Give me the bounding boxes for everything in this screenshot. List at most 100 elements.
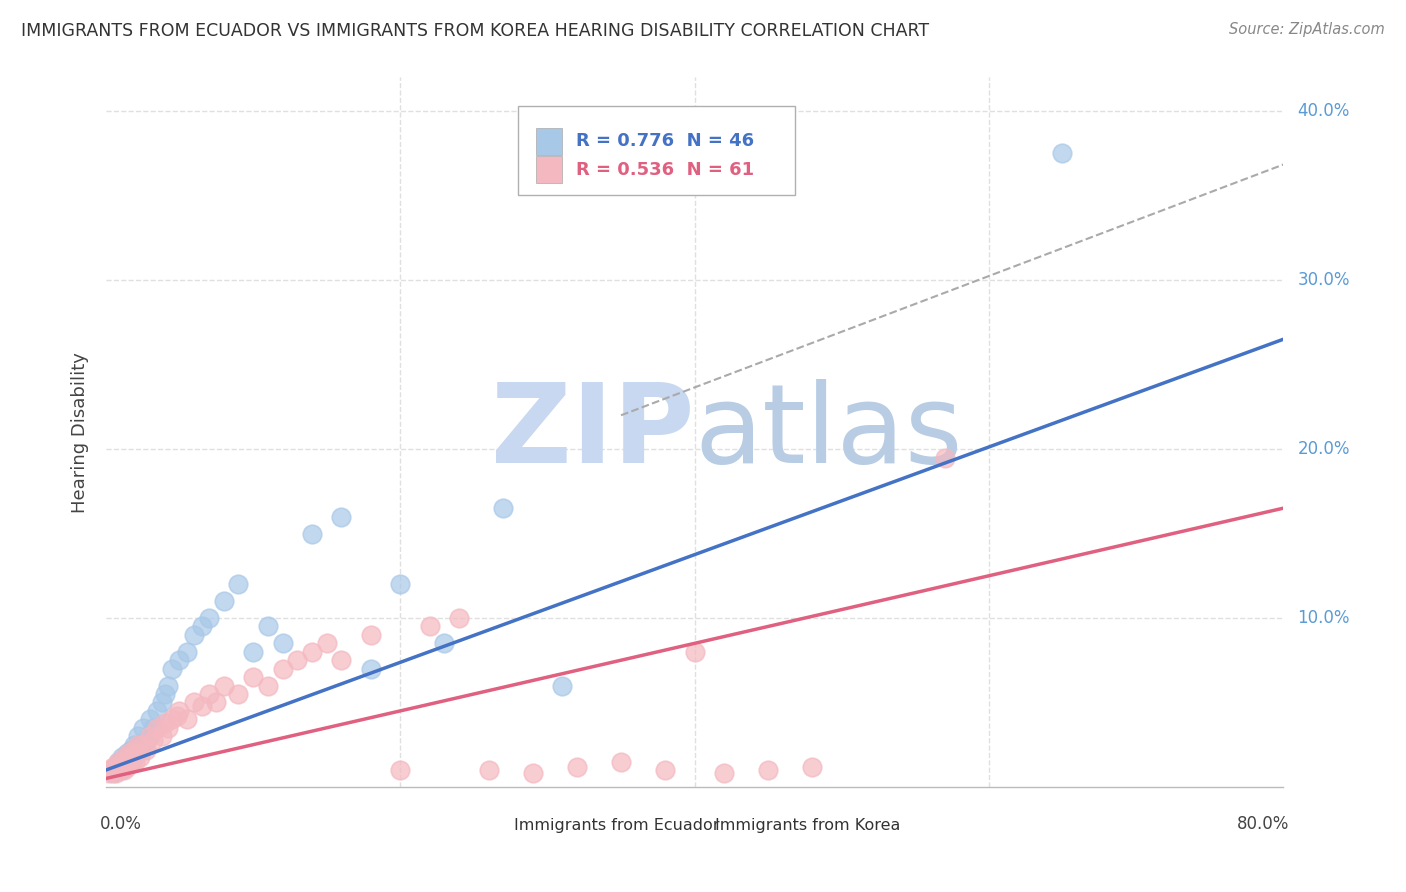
Point	[242, 670, 264, 684]
Point	[551, 679, 574, 693]
Point	[124, 755, 146, 769]
Point	[756, 763, 779, 777]
Point	[198, 611, 221, 625]
Point	[153, 687, 176, 701]
Point	[131, 721, 153, 735]
Text: Immigrants from Korea: Immigrants from Korea	[714, 819, 900, 833]
Point	[169, 653, 191, 667]
Text: R = 0.776  N = 46: R = 0.776 N = 46	[575, 132, 754, 150]
Point	[713, 766, 735, 780]
Point	[301, 526, 323, 541]
Point	[136, 732, 159, 747]
Point	[683, 645, 706, 659]
Point	[150, 696, 173, 710]
Point	[419, 619, 441, 633]
Point	[122, 738, 145, 752]
Text: Source: ZipAtlas.com: Source: ZipAtlas.com	[1229, 22, 1385, 37]
Point	[169, 704, 191, 718]
Text: Immigrants from Ecuador: Immigrants from Ecuador	[515, 819, 720, 833]
Point	[242, 645, 264, 659]
Point	[212, 679, 235, 693]
Point	[330, 509, 353, 524]
Point	[389, 577, 412, 591]
Point	[156, 679, 179, 693]
Point	[108, 763, 131, 777]
Point	[228, 577, 250, 591]
Point	[449, 611, 471, 625]
Point	[330, 653, 353, 667]
Point	[565, 759, 588, 773]
Point	[183, 628, 205, 642]
Point	[176, 712, 198, 726]
Point	[103, 759, 125, 773]
Text: atlas: atlas	[695, 379, 963, 485]
Point	[160, 662, 183, 676]
Point	[166, 709, 188, 723]
FancyBboxPatch shape	[536, 156, 561, 183]
FancyBboxPatch shape	[484, 814, 505, 838]
Point	[101, 763, 124, 777]
Text: 80.0%: 80.0%	[1237, 815, 1289, 833]
Point	[176, 645, 198, 659]
Point	[120, 743, 142, 757]
Text: 40.0%: 40.0%	[1298, 103, 1350, 120]
FancyBboxPatch shape	[536, 128, 561, 155]
Point	[228, 687, 250, 701]
Point	[212, 594, 235, 608]
Point	[112, 755, 135, 769]
Text: ZIP: ZIP	[491, 379, 695, 485]
Point	[98, 763, 121, 777]
Point	[114, 749, 136, 764]
Point	[117, 755, 139, 769]
Point	[156, 721, 179, 735]
Text: 20.0%: 20.0%	[1298, 440, 1350, 458]
Point	[120, 755, 142, 769]
Point	[131, 738, 153, 752]
Point	[110, 759, 132, 773]
Point	[522, 766, 544, 780]
Point	[129, 738, 152, 752]
Point	[360, 662, 382, 676]
Point	[122, 743, 145, 757]
Point	[1052, 146, 1074, 161]
Point	[121, 749, 143, 764]
Point	[190, 619, 212, 633]
Point	[111, 749, 134, 764]
Point	[105, 763, 128, 777]
Point	[135, 743, 157, 757]
Point	[98, 763, 121, 777]
Point	[153, 715, 176, 730]
Point	[160, 712, 183, 726]
Point	[142, 721, 165, 735]
Point	[934, 450, 956, 465]
Point	[801, 759, 824, 773]
Point	[198, 687, 221, 701]
Point	[142, 732, 165, 747]
Text: IMMIGRANTS FROM ECUADOR VS IMMIGRANTS FROM KOREA HEARING DISABILITY CORRELATION : IMMIGRANTS FROM ECUADOR VS IMMIGRANTS FR…	[21, 22, 929, 40]
Point	[146, 721, 169, 735]
Point	[433, 636, 456, 650]
Text: 10.0%: 10.0%	[1298, 609, 1350, 627]
Point	[205, 696, 228, 710]
Point	[150, 729, 173, 743]
Point	[271, 636, 294, 650]
Point	[128, 749, 150, 764]
FancyBboxPatch shape	[683, 814, 706, 838]
Point	[127, 729, 149, 743]
Point	[139, 712, 162, 726]
Point	[105, 766, 128, 780]
Point	[108, 759, 131, 773]
Point	[492, 501, 515, 516]
Point	[114, 759, 136, 773]
Point	[190, 698, 212, 713]
Point	[360, 628, 382, 642]
Text: 30.0%: 30.0%	[1298, 271, 1350, 289]
Point	[104, 759, 127, 773]
Point	[139, 729, 162, 743]
Point	[301, 645, 323, 659]
Point	[610, 755, 633, 769]
Point	[121, 755, 143, 769]
Point	[118, 749, 141, 764]
Point	[183, 696, 205, 710]
Point	[256, 619, 278, 633]
